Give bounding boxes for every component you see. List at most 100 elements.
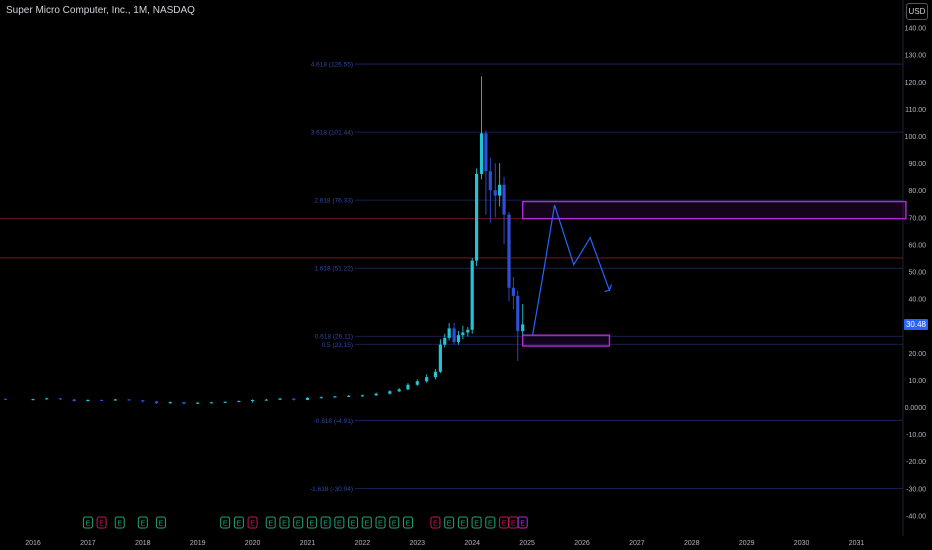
projection-path — [531, 204, 611, 336]
candle-body — [447, 328, 451, 338]
y-tick-label: 130.00 — [905, 53, 927, 60]
earnings-marker-label: E — [268, 521, 273, 528]
candle-body — [406, 384, 410, 390]
fib-level-label: 0.618 (26.11) — [315, 334, 353, 341]
candle-body — [182, 402, 186, 404]
candle-body — [209, 402, 214, 404]
candle-body — [3, 398, 8, 400]
x-tick-label: 2024 — [464, 540, 480, 547]
x-tick-label: 2027 — [629, 540, 645, 547]
fib-level-label: -0.618 (-4.91) — [314, 418, 353, 425]
candle-body — [333, 396, 337, 398]
earnings-marker — [233, 516, 244, 529]
earnings-marker-label: E — [488, 521, 493, 528]
candle-body — [521, 324, 525, 332]
candle-body — [58, 398, 63, 400]
earnings-marker-label: E — [378, 521, 383, 528]
earnings-marker — [485, 516, 496, 529]
earnings-marker — [517, 516, 528, 529]
candle-body — [474, 173, 479, 261]
y-tick-label: 140.00 — [905, 26, 927, 33]
x-tick-label: 2022 — [355, 540, 371, 547]
candle-body — [452, 328, 456, 342]
earnings-marker-label: E — [282, 521, 287, 528]
y-tick-label: -30.00 — [906, 486, 926, 493]
x-tick-label: 2030 — [794, 540, 810, 547]
y-tick-label: 110.00 — [905, 107, 926, 114]
earnings-marker — [361, 516, 372, 529]
candle-body — [415, 381, 419, 385]
candle-body — [237, 401, 241, 403]
candle-body — [154, 401, 159, 404]
earnings-marker-label: E — [461, 521, 466, 528]
earnings-marker — [389, 516, 400, 529]
x-tick-label: 2029 — [739, 540, 755, 547]
candle-body — [264, 399, 268, 401]
candle-body — [196, 402, 200, 404]
earnings-marker — [375, 516, 386, 529]
earnings-marker-label: E — [237, 521, 242, 528]
earnings-marker — [137, 516, 148, 529]
earnings-marker-label: E — [406, 521, 411, 528]
earnings-marker-label: E — [140, 521, 145, 528]
candle-body — [168, 402, 172, 404]
y-tick-label: -20.00 — [906, 459, 926, 466]
candle-body — [516, 295, 520, 332]
candle-body — [470, 260, 474, 330]
earnings-marker — [306, 516, 317, 529]
candle-body — [319, 397, 323, 399]
candle-body — [507, 214, 511, 288]
candle-body — [425, 377, 429, 382]
candle-body — [511, 287, 515, 296]
candle-body — [113, 399, 117, 401]
candle-body — [360, 395, 364, 397]
y-tick-label: 20.00 — [908, 351, 926, 358]
candle-body — [498, 184, 502, 196]
y-tick-label: 80.00 — [908, 188, 926, 195]
candle-body — [100, 399, 104, 401]
earnings-marker-label: E — [159, 521, 164, 528]
x-tick-label: 2020 — [245, 540, 261, 547]
x-tick-label: 2018 — [135, 540, 151, 547]
target-zone — [522, 200, 907, 220]
candle-body — [278, 398, 282, 400]
candle-body — [466, 329, 470, 333]
candle-body — [45, 398, 49, 400]
y-tick-label: 120.00 — [905, 80, 927, 87]
candle-body — [397, 389, 401, 392]
earnings-marker-label: E — [323, 521, 328, 528]
candle-body — [479, 133, 484, 174]
fib-level-label: 0.5 (23.15) — [322, 342, 353, 349]
fib-level-label: -1.618 (-30.04) — [310, 486, 353, 493]
earnings-marker — [471, 516, 482, 529]
fib-level-label: 4.618 (126.55) — [311, 62, 353, 69]
earnings-marker — [155, 516, 166, 529]
earnings-marker — [457, 516, 468, 529]
earnings-marker-label: E — [310, 521, 315, 528]
candle-body — [388, 391, 392, 394]
candle-body — [433, 371, 438, 378]
candle-body — [502, 184, 506, 215]
currency-button[interactable]: USD — [906, 3, 928, 20]
x-tick-label: 2028 — [684, 540, 700, 547]
x-tick-label: 2016 — [25, 540, 41, 547]
earnings-marker — [220, 516, 231, 529]
earnings-marker — [114, 516, 125, 529]
earnings-marker-label: E — [250, 521, 255, 528]
candle-body — [305, 397, 310, 400]
earnings-marker-label: E — [117, 521, 122, 528]
fib-level-label: 1.618 (51.22) — [314, 266, 353, 273]
symbol-title: Super Micro Computer, Inc., 1M, NASDAQ — [6, 5, 195, 16]
earnings-marker-label: E — [86, 521, 91, 528]
earnings-marker — [402, 516, 413, 529]
earnings-marker — [444, 516, 455, 529]
earnings-marker — [96, 516, 107, 529]
earnings-marker — [265, 516, 276, 529]
x-tick-label: 2019 — [190, 540, 206, 547]
y-tick-label: 90.00 — [908, 161, 926, 168]
y-tick-label: 70.00 — [908, 215, 926, 222]
earnings-marker-label: E — [474, 521, 479, 528]
last-price-label: 30.48 — [904, 319, 928, 330]
earnings-marker — [279, 516, 290, 529]
